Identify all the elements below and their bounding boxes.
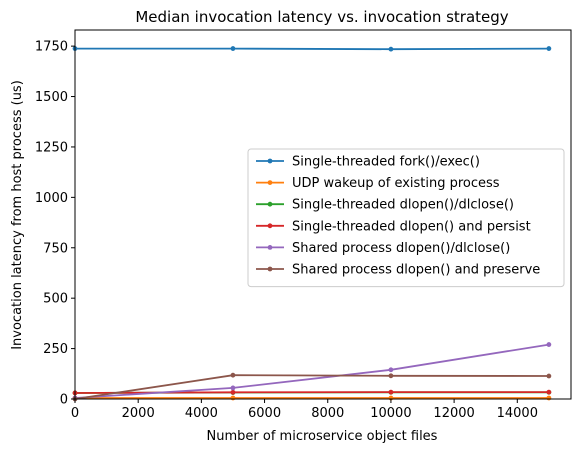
legend-label: UDP wakeup of existing process bbox=[292, 176, 500, 191]
data-point bbox=[546, 373, 552, 379]
data-point bbox=[546, 395, 552, 401]
x-tick-label: 10000 bbox=[370, 406, 411, 421]
data-point bbox=[230, 46, 236, 51]
series-line bbox=[74, 343, 550, 399]
chart-title: Median invocation latency vs. invocation… bbox=[135, 8, 508, 26]
data-point bbox=[230, 385, 236, 391]
y-axis-label: Invocation latency from host process (us… bbox=[10, 80, 25, 350]
data-point bbox=[388, 46, 394, 52]
legend-label: Single-threaded dlopen()/dlclose() bbox=[292, 198, 514, 213]
legend-label: Shared process dlopen()/dlclose() bbox=[292, 241, 510, 256]
x-tick-label: 12000 bbox=[433, 406, 474, 421]
x-tick-label: 4000 bbox=[185, 406, 218, 421]
data-point bbox=[388, 373, 394, 379]
legend-marker bbox=[267, 223, 273, 229]
legend-box bbox=[247, 148, 565, 288]
data-point bbox=[546, 389, 552, 395]
data-point bbox=[388, 389, 394, 395]
legend-marker bbox=[267, 158, 273, 164]
y-tick-label: 1500 bbox=[35, 90, 68, 105]
legend-label: Single-threaded fork()/exec() bbox=[292, 155, 480, 170]
y-tick-label: 0 bbox=[60, 393, 68, 408]
y-tick-label: 1000 bbox=[35, 191, 68, 206]
plot-area bbox=[72, 46, 552, 402]
data-point bbox=[230, 389, 236, 395]
legend-marker bbox=[267, 180, 273, 186]
x-tick-label: 2000 bbox=[122, 406, 155, 421]
plot-frame bbox=[74, 29, 572, 400]
legend: Single-threaded fork()/exec() UDP wakeup … bbox=[247, 148, 565, 288]
data-point bbox=[230, 395, 236, 401]
legend-marker bbox=[267, 245, 273, 250]
y-tick-label: 250 bbox=[43, 342, 68, 357]
y-tick-label: 1750 bbox=[35, 40, 68, 55]
legend-label: Shared process dlopen() and preserve bbox=[292, 263, 540, 278]
axes: 0 2000 4000 6000 8000 10000 12000 14000 0 250 500 7… bbox=[35, 40, 538, 421]
series-line bbox=[75, 47, 549, 51]
data-point bbox=[388, 367, 394, 373]
y-tick-label: 1250 bbox=[35, 140, 68, 155]
x-tick-label: 8000 bbox=[311, 406, 344, 421]
x-tick-label: 0 bbox=[71, 406, 79, 421]
y-tick-label: 750 bbox=[43, 241, 68, 256]
legend-marker bbox=[267, 201, 273, 207]
x-tick-label: 6000 bbox=[248, 406, 281, 421]
x-axis-label: Number of microservice object files bbox=[207, 429, 438, 444]
legend-marker bbox=[267, 266, 273, 272]
legend-label: Single-threaded dlopen() and persist bbox=[292, 219, 531, 234]
y-tick-label: 500 bbox=[43, 292, 68, 307]
data-point bbox=[546, 46, 552, 51]
data-point bbox=[546, 342, 552, 347]
x-tick-label: 14000 bbox=[497, 406, 538, 421]
data-point bbox=[230, 372, 236, 378]
series-line bbox=[74, 374, 549, 400]
